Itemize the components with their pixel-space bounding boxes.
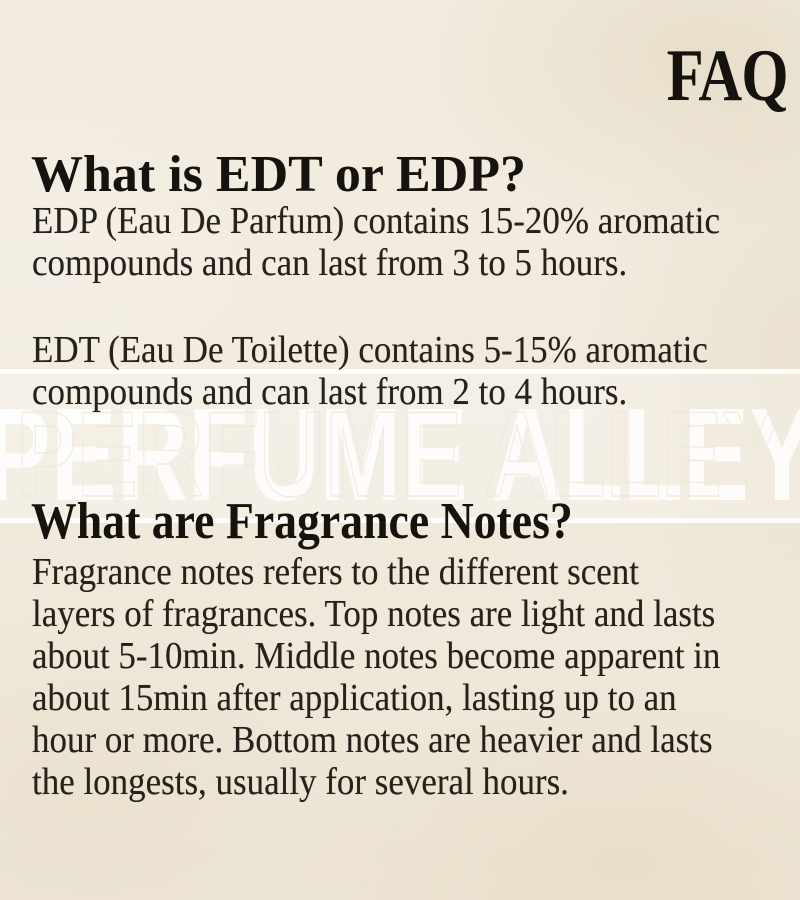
section-2-paragraph-1: Fragrance notes refers to the different … <box>32 551 720 803</box>
watermark-band: PERFUME ALLEY PERFUME ALLEY <box>0 369 800 528</box>
paragraph-line: hour or more. Bottom notes are heavier a… <box>32 719 713 761</box>
paragraph-line: Fragrance notes refers to the different … <box>32 551 640 593</box>
section-1-paragraph-2: EDT (Eau De Toilette) contains 5-15% aro… <box>32 329 708 413</box>
paragraph-line: compounds and can last from 2 to 4 hours… <box>32 371 628 413</box>
paragraph-line: about 5-10min. Middle notes become appar… <box>32 635 721 677</box>
paragraph-line: compounds and can last from 3 to 5 hours… <box>32 242 628 284</box>
paragraph-line: EDT (Eau De Toilette) contains 5-15% aro… <box>32 329 708 371</box>
page-title: FAQ <box>666 35 789 117</box>
paragraph-line: EDP (Eau De Parfum) contains 15-20% arom… <box>32 200 720 242</box>
paragraph-line: layers of fragrances. Top notes are ligh… <box>32 593 716 635</box>
section-2-heading: What are Fragrance Notes? <box>31 493 573 550</box>
section-1-paragraph-1: EDP (Eau De Parfum) contains 15-20% arom… <box>32 200 720 284</box>
paragraph-line: the longests, usually for several hours. <box>32 761 569 803</box>
watermark: PERFUME ALLEY PERFUME ALLEY <box>0 381 800 528</box>
paragraph-line: about 15min after application, lasting u… <box>32 677 677 719</box>
section-1-heading: What is EDT or EDP? <box>31 146 527 203</box>
watermark-text: PERFUME ALLEY <box>0 381 800 528</box>
watermark-inline-outline: PERFUME ALLEY <box>16 386 783 522</box>
